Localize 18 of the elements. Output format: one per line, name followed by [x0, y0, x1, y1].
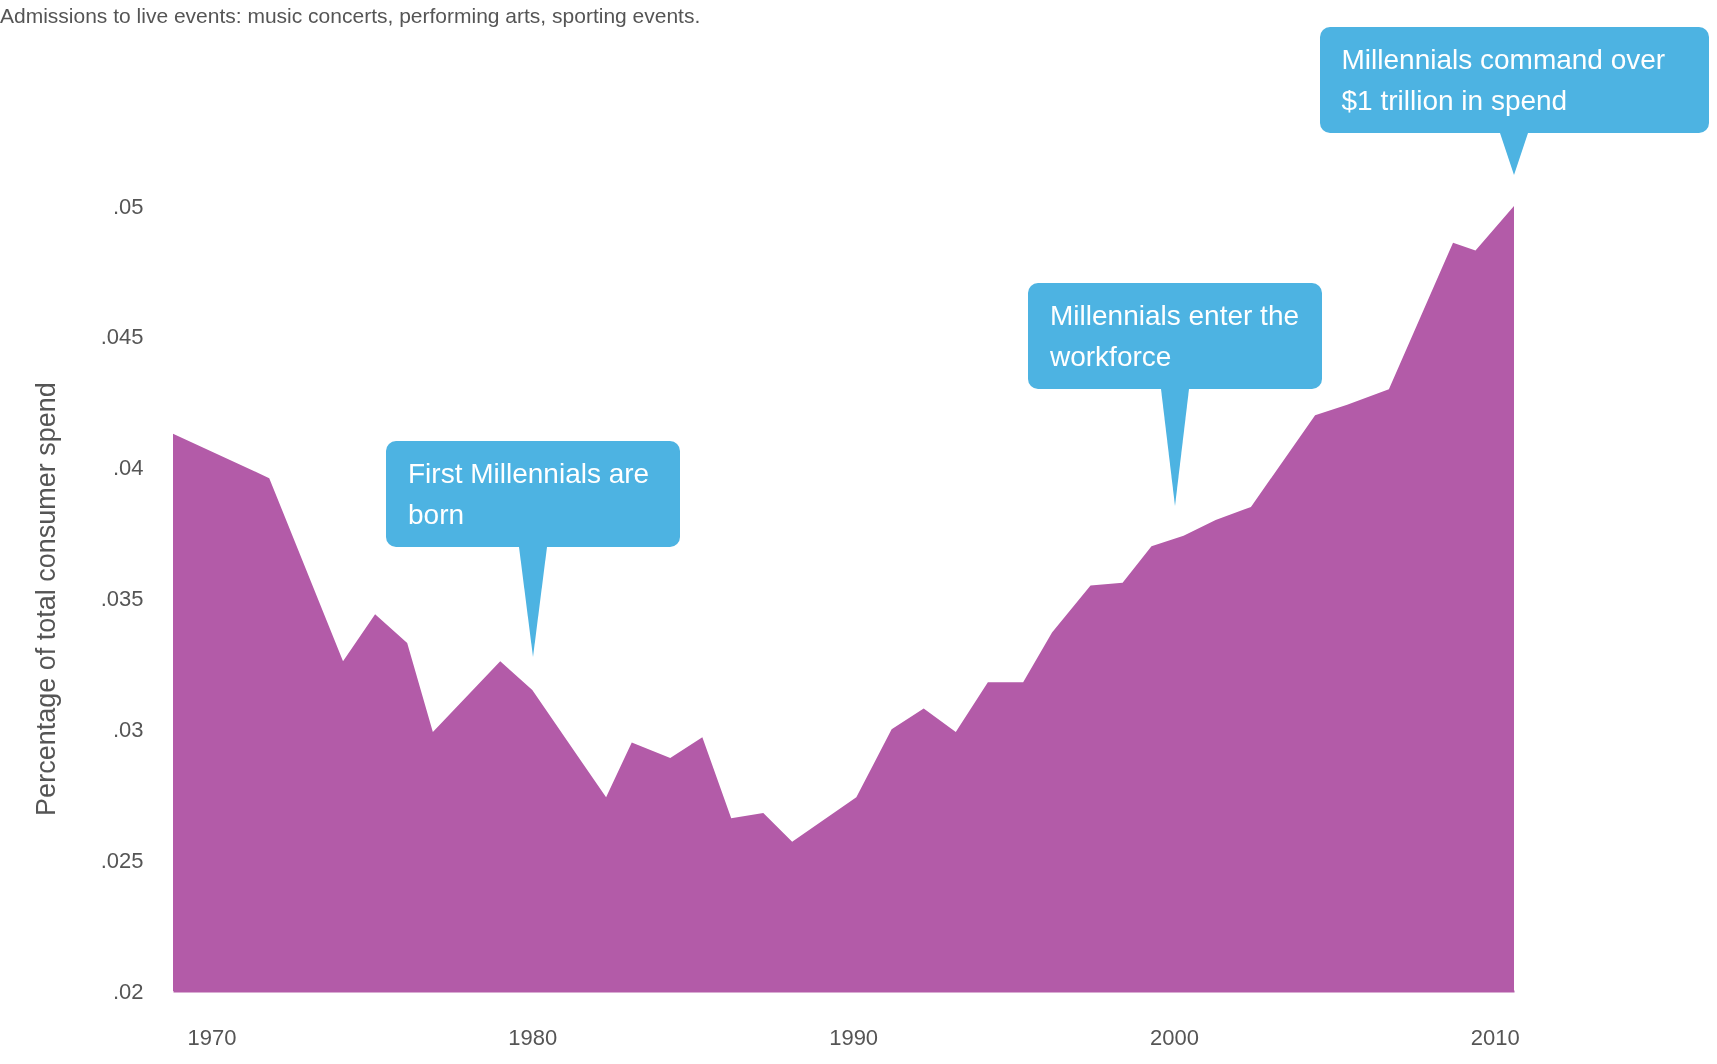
- x-tick-label: 1990: [829, 1024, 879, 1050]
- annotation: First Millennials are born: [386, 441, 680, 547]
- y-tick-label: .035: [100, 586, 144, 611]
- x-tick-label: 2010: [1470, 1024, 1520, 1050]
- x-tick-label: 2000: [1149, 1024, 1199, 1050]
- x-tick-label: 1980: [508, 1024, 558, 1050]
- chart-title: Admissions to live events: music concerts, performing arts, sporting events.: [0, 4, 701, 27]
- y-tick-label: .045: [100, 324, 144, 350]
- speech-bubble: Millennials enter the workforce: [1028, 283, 1322, 506]
- y-axis-title: Percentage of total consumer spend: [30, 382, 61, 816]
- speech-bubble: First Millennials are born: [386, 441, 680, 657]
- y-tick-label: .05: [112, 193, 144, 219]
- y-tick-label: .025: [100, 847, 144, 873]
- y-tick-label: .02: [112, 978, 144, 1004]
- y-tick-label: .04: [112, 455, 144, 481]
- y-tick-label: .03: [112, 716, 144, 742]
- annotation: Millennials enter the workforce: [1028, 283, 1322, 389]
- x-tick-label: 1970: [187, 1024, 237, 1050]
